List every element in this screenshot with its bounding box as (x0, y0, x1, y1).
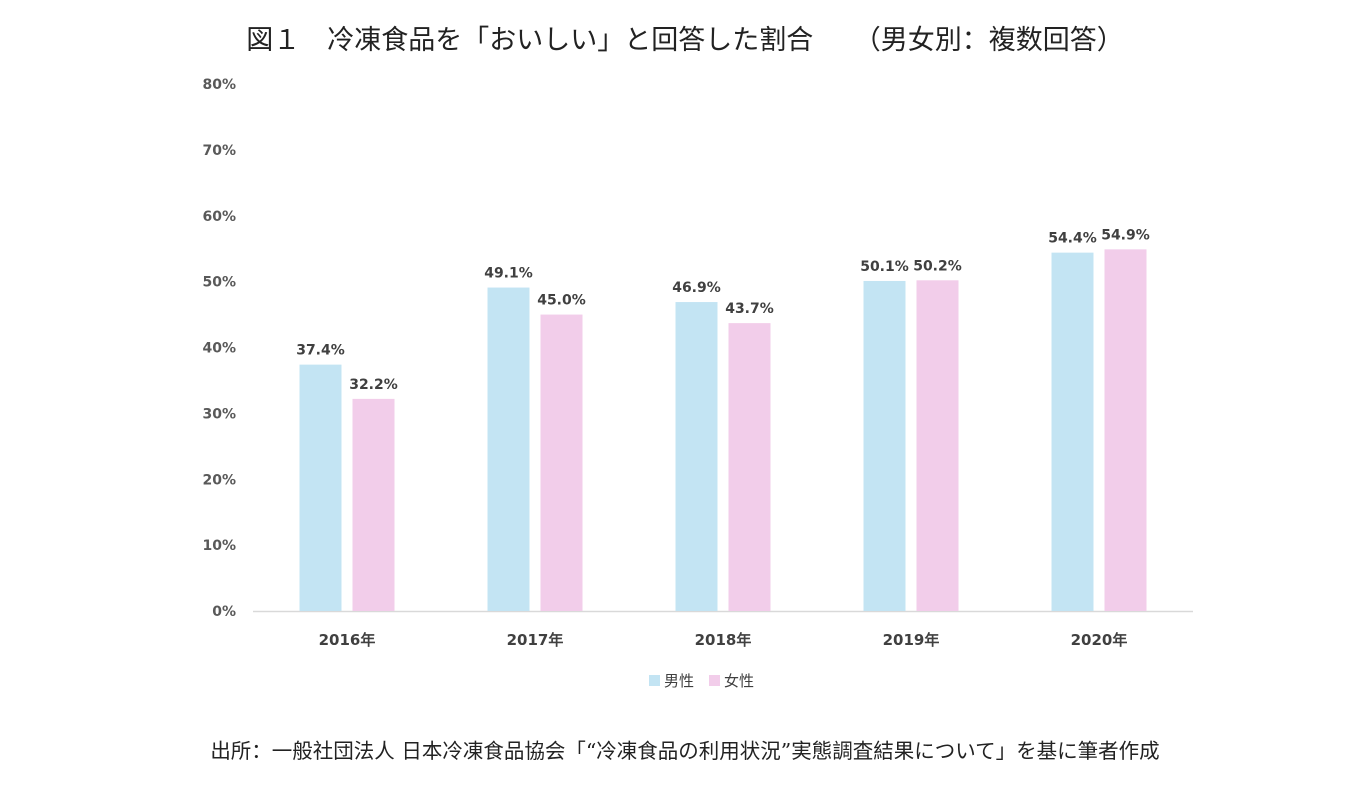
bar-male (675, 302, 718, 611)
data-label: 43.7% (725, 301, 774, 317)
bar-female (728, 323, 771, 611)
y-tick-label: 60% (202, 209, 236, 225)
legend-label: 男性 (664, 672, 694, 690)
chart-title: 図１ 冷凍食品を「おいしい」と回答した割合 （男女別：複数回答） (246, 25, 1124, 56)
source-note: 出所：一般社団法人 日本冷凍食品協会「“冷凍食品の利用状況”実態調査結果について… (210, 739, 1160, 763)
data-label: 49.1% (484, 266, 533, 282)
data-label: 54.4% (1048, 231, 1097, 247)
x-tick-label: 2018年 (695, 631, 752, 649)
data-label: 50.1% (860, 259, 909, 275)
legend-swatch (709, 675, 720, 686)
x-tick-label: 2017年 (507, 631, 564, 649)
bar-female (352, 398, 395, 611)
y-tick-label: 50% (202, 275, 236, 291)
legend-swatch (649, 675, 660, 686)
y-tick-label: 30% (202, 406, 236, 422)
bar-male (299, 364, 342, 611)
y-tick-label: 70% (202, 143, 236, 159)
y-tick-label: 20% (202, 472, 236, 488)
y-tick-label: 80% (202, 77, 236, 93)
x-tick-label: 2019年 (883, 631, 940, 649)
bar-female (916, 280, 959, 611)
bar-male (863, 280, 906, 611)
data-label: 46.9% (672, 280, 721, 296)
y-tick-label: 40% (202, 341, 236, 357)
y-tick-label: 10% (202, 538, 236, 554)
bar-male (1051, 252, 1094, 611)
x-tick-label: 2016年 (319, 631, 376, 649)
bar-female (1104, 249, 1147, 611)
data-label: 50.2% (913, 258, 962, 274)
bar-male (487, 287, 530, 611)
data-label: 37.4% (296, 343, 345, 359)
x-tick-label: 2020年 (1071, 631, 1128, 649)
data-label: 45.0% (537, 293, 586, 309)
data-label: 32.2% (349, 377, 398, 393)
y-tick-label: 0% (212, 604, 236, 620)
bar-female (540, 314, 583, 611)
data-label: 54.9% (1101, 227, 1150, 243)
legend-label: 女性 (724, 672, 754, 690)
